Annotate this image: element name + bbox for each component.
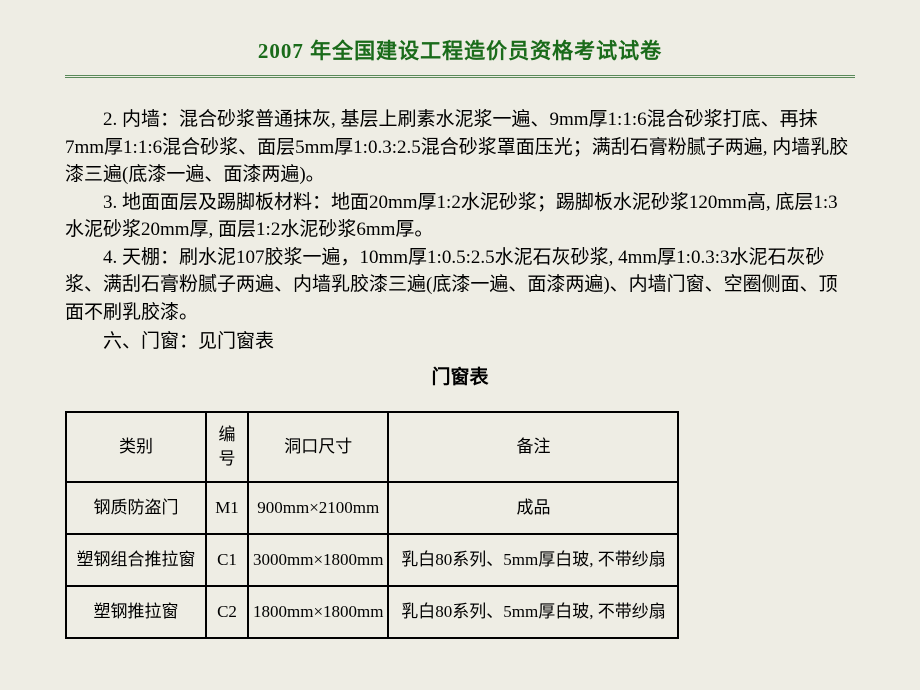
door-window-table: 类别 编号 洞口尺寸 备注 钢质防盗门 M1 900mm×2100mm 成品 塑… (65, 411, 679, 639)
cell-dimension: 900mm×2100mm (248, 482, 388, 534)
cell-category: 塑钢组合推拉窗 (66, 534, 206, 586)
header-dimension: 洞口尺寸 (248, 412, 388, 482)
table-row: 塑钢推拉窗 C2 1800mm×1800mm 乳白80系列、5mm厚白玻, 不带… (66, 586, 678, 638)
cell-dimension: 3000mm×1800mm (248, 534, 388, 586)
document-container: 2007 年全国建设工程造价员资格考试试卷 2. 内墙：混合砂浆普通抹灰, 基层… (0, 0, 920, 674)
cell-remark: 乳白80系列、5mm厚白玻, 不带纱扇 (388, 534, 678, 586)
cell-category: 塑钢推拉窗 (66, 586, 206, 638)
content-area: 2. 内墙：混合砂浆普通抹灰, 基层上刷素水泥浆一遍、9mm厚1:1:6混合砂浆… (65, 106, 855, 639)
cell-category: 钢质防盗门 (66, 482, 206, 534)
section-six: 六、门窗：见门窗表 (65, 328, 855, 356)
header-section: 2007 年全国建设工程造价员资格考试试卷 (65, 35, 855, 78)
header-code: 编号 (206, 412, 248, 482)
paragraph-4: 4. 天棚：刷水泥107胶浆一遍，10mm厚1:0.5:2.5水泥石灰砂浆, 4… (65, 244, 855, 327)
cell-remark: 成品 (388, 482, 678, 534)
table-row: 塑钢组合推拉窗 C1 3000mm×1800mm 乳白80系列、5mm厚白玻, … (66, 534, 678, 586)
cell-code: M1 (206, 482, 248, 534)
paragraph-3: 3. 地面面层及踢脚板材料：地面20mm厚1:2水泥砂浆；踢脚板水泥砂浆120m… (65, 189, 855, 244)
paragraph-2: 2. 内墙：混合砂浆普通抹灰, 基层上刷素水泥浆一遍、9mm厚1:1:6混合砂浆… (65, 106, 855, 189)
cell-dimension: 1800mm×1800mm (248, 586, 388, 638)
cell-code: C1 (206, 534, 248, 586)
header-remark: 备注 (388, 412, 678, 482)
cell-remark: 乳白80系列、5mm厚白玻, 不带纱扇 (388, 586, 678, 638)
table-row: 钢质防盗门 M1 900mm×2100mm 成品 (66, 482, 678, 534)
cell-code: C2 (206, 586, 248, 638)
page-title: 2007 年全国建设工程造价员资格考试试卷 (65, 35, 855, 65)
table-title: 门窗表 (65, 364, 855, 392)
header-category: 类别 (66, 412, 206, 482)
table-header-row: 类别 编号 洞口尺寸 备注 (66, 412, 678, 482)
